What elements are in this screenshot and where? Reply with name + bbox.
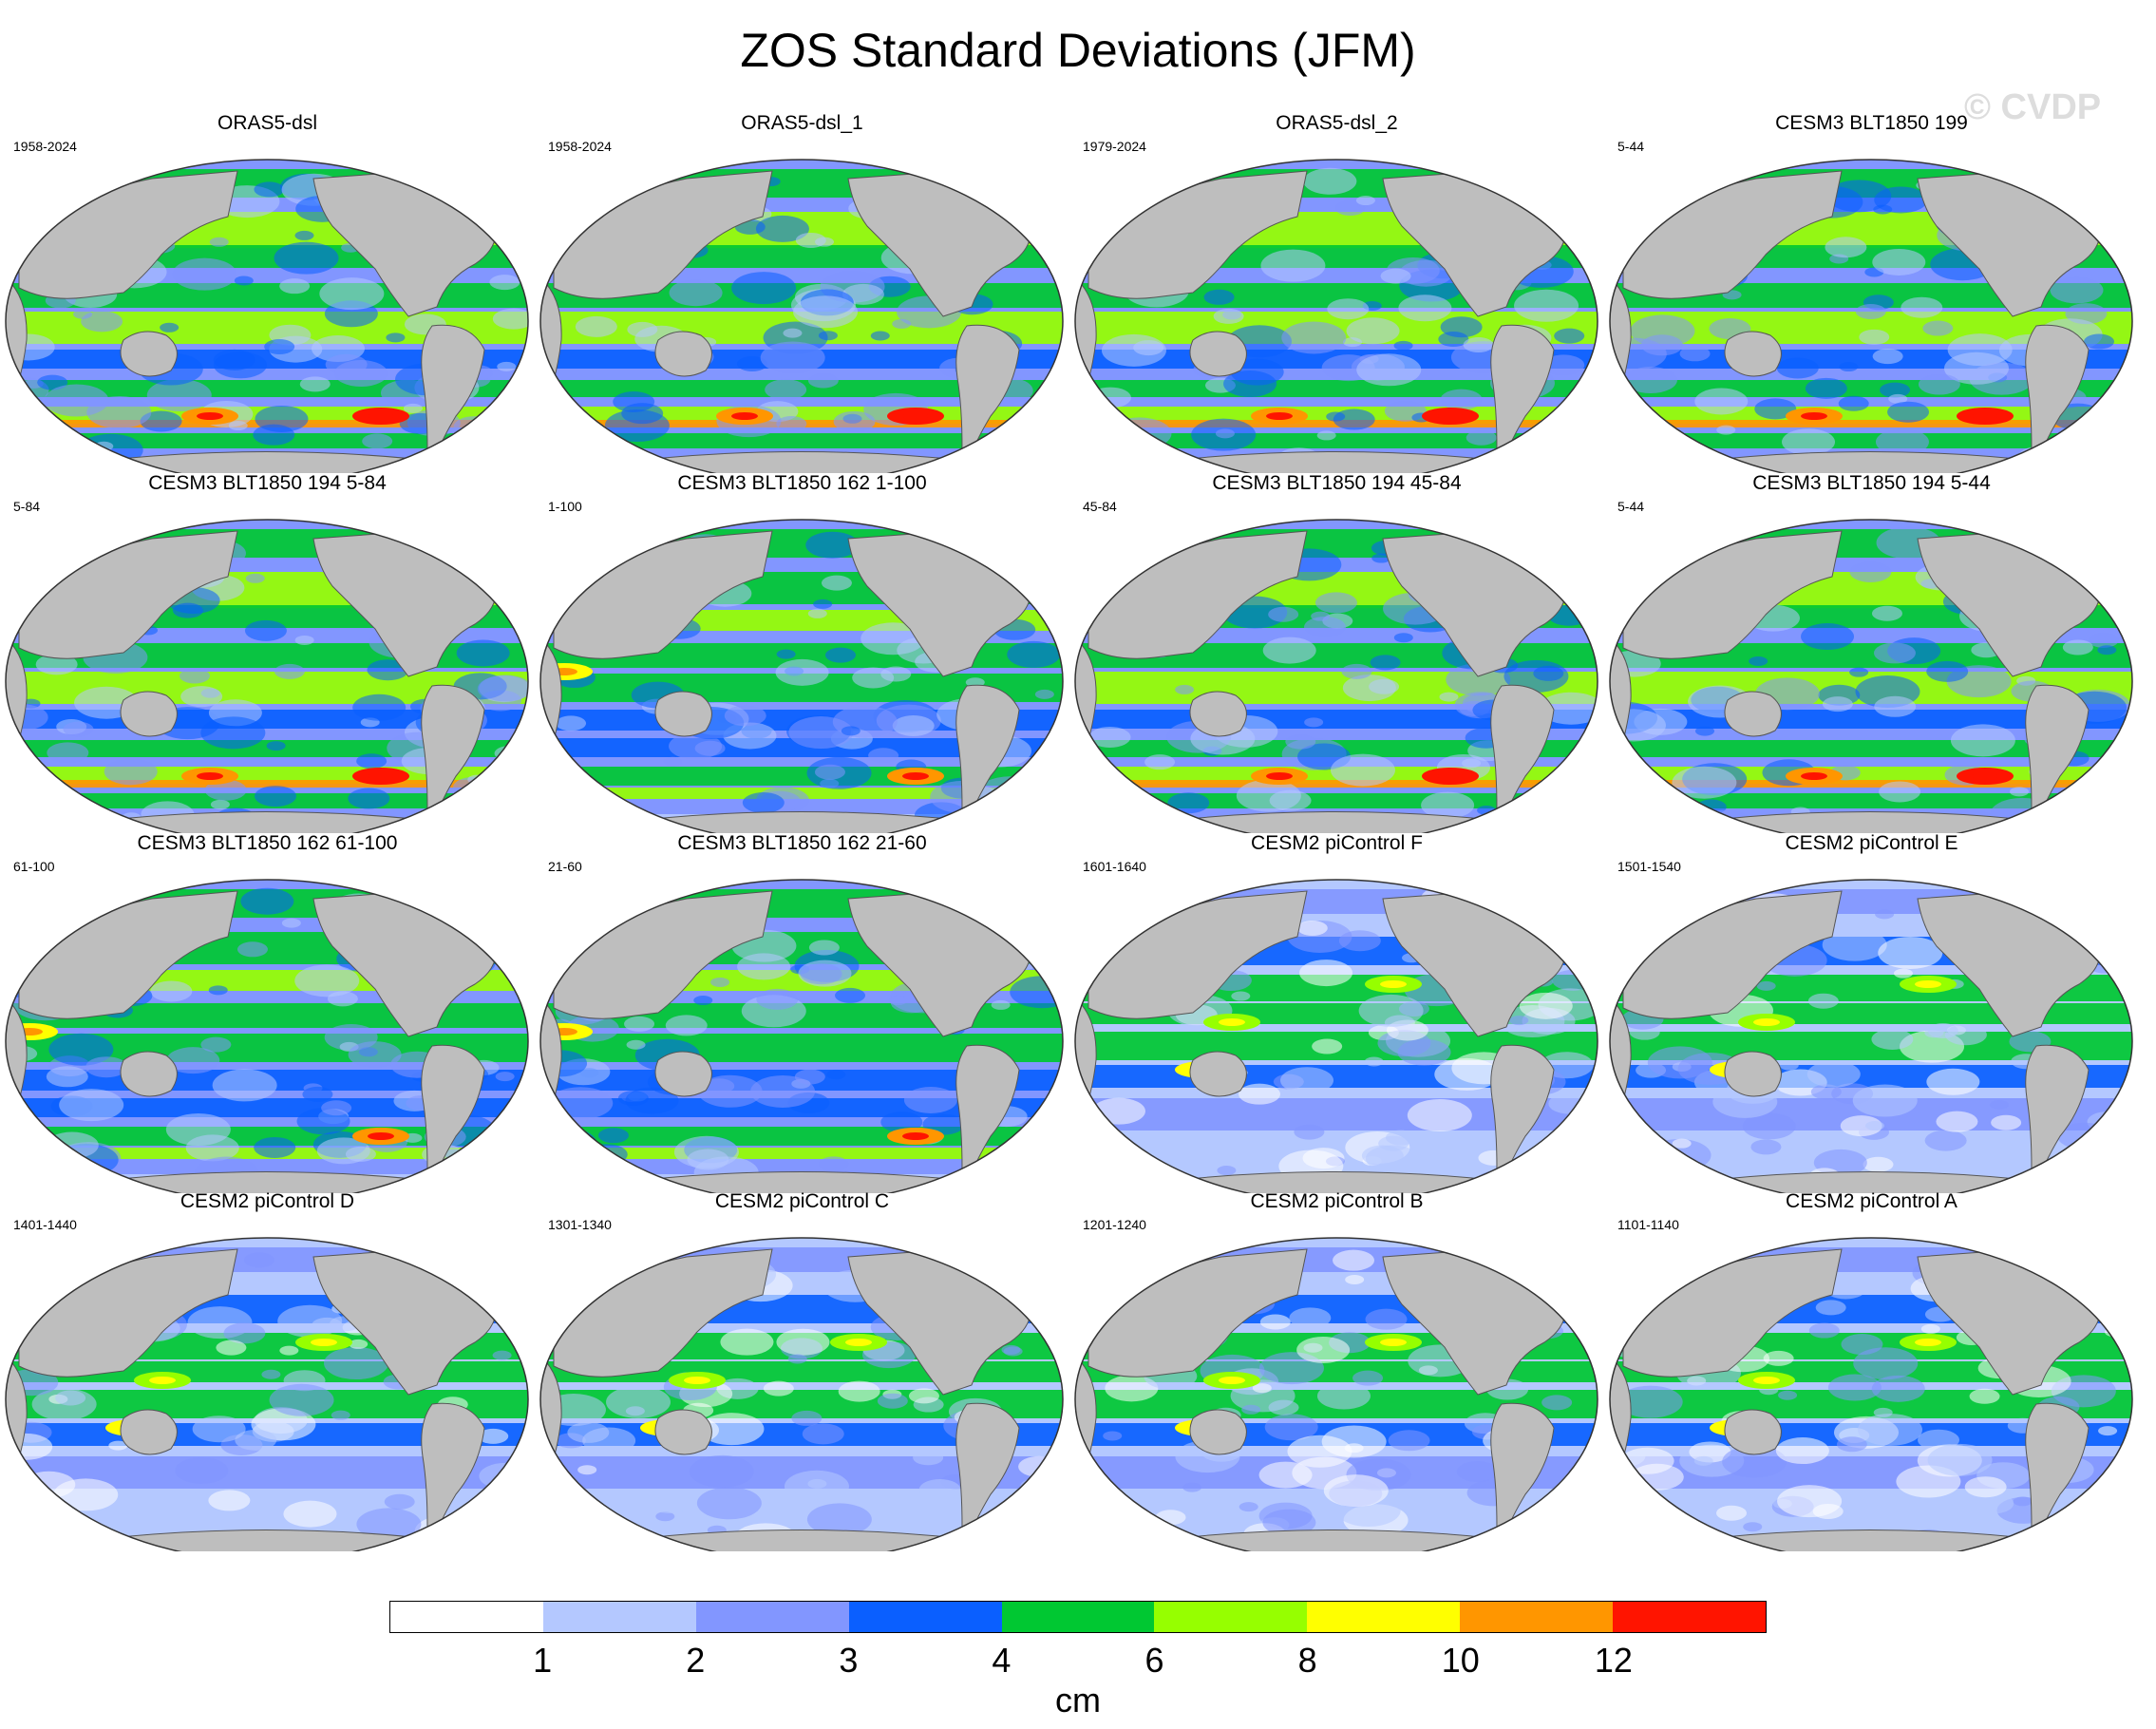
panel-title: CESM3 BLT1850 162 1-100 [677, 472, 927, 494]
colorbar-box [1154, 1602, 1308, 1632]
map-panel: CESM3 BLT1850 199 5-44 [1604, 112, 2139, 473]
panel-title: CESM3 BLT1850 162 21-60 [677, 832, 927, 854]
panel-years: 1301-1340 [548, 1217, 612, 1232]
colorbar-box [390, 1602, 543, 1632]
colorbar-box [1460, 1602, 1614, 1632]
panel-years: 45-84 [1083, 499, 1117, 514]
world-map [1609, 879, 2133, 1193]
watermark: © CVDP [1964, 87, 2102, 127]
colorbar-box [542, 1602, 696, 1632]
map-panel: CESM2 piControl B 1201-1240 [1069, 1190, 1604, 1551]
panel-years: 5-44 [1617, 139, 1645, 154]
colorbar-label: 12 [1594, 1641, 1633, 1680]
map-panel: CESM2 piControl D 1401-1440 [0, 1190, 535, 1551]
world-map [5, 1237, 529, 1551]
world-map [1609, 519, 2133, 833]
colorbar-label: 4 [992, 1641, 1012, 1680]
map-panel: ORAS5-dsl_1 1958-2024 [535, 112, 1069, 473]
panel-title: CESM3 BLT1850 162 61-100 [137, 832, 398, 854]
panel-title: ORAS5-dsl_2 [1276, 112, 1398, 134]
colorbar-boxes [389, 1601, 1767, 1633]
panel-title: CESM2 piControl F [1251, 832, 1423, 854]
world-map [1609, 1237, 2133, 1551]
map-panel-grid: ORAS5-dsl 1958-2024 ORAS5-dsl_1 1958-2024 OR… [0, 112, 2139, 1551]
map-panel: CESM3 BLT1850 194 45-84 45-84 [1069, 472, 1604, 833]
world-map [1074, 879, 1598, 1193]
panel-title: ORAS5-dsl [217, 112, 318, 134]
colorbar-label: 1 [533, 1641, 553, 1680]
panel-years: 5-44 [1617, 499, 1645, 514]
map-panel: CESM3 BLT1850 162 61-100 61-100 [0, 832, 535, 1193]
colorbar-units: cm [1055, 1681, 1101, 1720]
colorbar-box [848, 1602, 1002, 1632]
colorbar-box [695, 1602, 849, 1632]
colorbar-box [1613, 1602, 1767, 1632]
colorbar-label: 3 [839, 1641, 859, 1680]
panel-title: CESM3 BLT1850 194 45-84 [1212, 472, 1462, 494]
world-map [539, 159, 1064, 473]
panel-years: 61-100 [13, 859, 55, 874]
map-panel: CESM3 BLT1850 194 5-84 5-84 [0, 472, 535, 833]
world-map [1074, 1237, 1598, 1551]
world-map [5, 159, 529, 473]
panel-title: CESM2 piControl D [180, 1190, 355, 1212]
colorbar: 1 2 3 4 6 8 10 12 cm [389, 1601, 1767, 1729]
panel-years: 1201-1240 [1083, 1217, 1146, 1232]
colorbar-label: 2 [686, 1641, 706, 1680]
world-map [1074, 519, 1598, 833]
colorbar-box [1001, 1602, 1155, 1632]
panel-years: 21-60 [548, 859, 582, 874]
panel-title: CESM2 piControl A [1786, 1190, 1957, 1212]
world-map [539, 1237, 1064, 1551]
panel-years: 1601-1640 [1083, 859, 1146, 874]
map-panel: ORAS5-dsl 1958-2024 [0, 112, 535, 473]
map-panel: CESM3 BLT1850 162 1-100 1-100 [535, 472, 1069, 833]
colorbar-box [1307, 1602, 1461, 1632]
map-panel: ORAS5-dsl_2 1979-2024 [1069, 112, 1604, 473]
map-panel: CESM3 BLT1850 194 5-44 5-44 [1604, 472, 2139, 833]
colorbar-label: 6 [1144, 1641, 1164, 1680]
panel-years: 1979-2024 [1083, 139, 1146, 154]
map-panel: CESM3 BLT1850 162 21-60 21-60 [535, 832, 1069, 1193]
panel-title: CESM2 piControl B [1250, 1190, 1424, 1212]
panel-title: CESM3 BLT1850 194 5-44 [1752, 472, 1991, 494]
panel-years: 1401-1440 [13, 1217, 77, 1232]
world-map [1074, 159, 1598, 473]
panel-years: 1-100 [548, 499, 582, 514]
panel-years: 1958-2024 [548, 139, 612, 154]
panel-title: CESM2 piControl E [1785, 832, 1958, 854]
panel-years: 1958-2024 [13, 139, 77, 154]
map-panel: CESM2 piControl A 1101-1140 [1604, 1190, 2139, 1551]
world-map [1609, 159, 2133, 473]
panel-years: 1101-1140 [1617, 1217, 1679, 1232]
panel-years: 1501-1540 [1617, 859, 1681, 874]
world-map [539, 879, 1064, 1193]
panel-title: CESM3 BLT1850 199 [1775, 112, 1968, 134]
panel-title: ORAS5-dsl_1 [741, 112, 863, 134]
colorbar-label: 10 [1441, 1641, 1480, 1680]
world-map [5, 879, 529, 1193]
panel-title: CESM2 piControl C [714, 1190, 890, 1212]
panel-years: 5-84 [13, 499, 41, 514]
map-panel: CESM2 piControl E 1501-1540 [1604, 832, 2139, 1193]
panel-title: CESM3 BLT1850 194 5-84 [148, 472, 387, 494]
world-map [5, 519, 529, 833]
colorbar-label: 8 [1297, 1641, 1317, 1680]
page-title: ZOS Standard Deviations (JFM) [740, 24, 1416, 77]
map-panel: CESM2 piControl C 1301-1340 [535, 1190, 1069, 1551]
map-panel: CESM2 piControl F 1601-1640 [1069, 832, 1604, 1193]
world-map [539, 519, 1064, 833]
